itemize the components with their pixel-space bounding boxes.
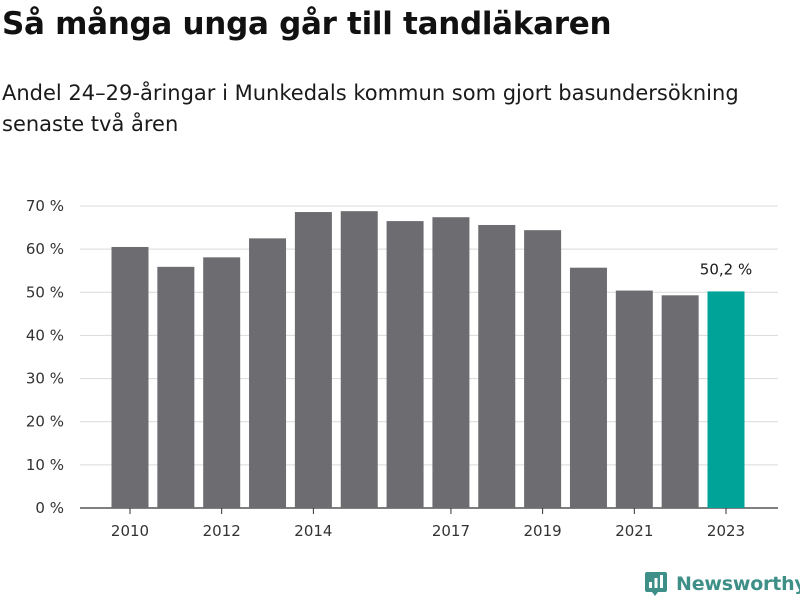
x-tick-label: 2010: [111, 522, 149, 540]
bar: [386, 221, 424, 508]
brand-name: Newsworthy: [676, 573, 800, 595]
y-tick-label: 50 %: [26, 283, 64, 301]
bar: [203, 257, 241, 508]
y-tick-label: 20 %: [26, 413, 64, 431]
x-tick-label: 2021: [615, 522, 653, 540]
bar: [340, 211, 378, 509]
bar: [432, 217, 470, 508]
y-tick-label: 70 %: [26, 197, 64, 215]
bar: [569, 267, 607, 508]
bar: [615, 290, 653, 508]
bar: [157, 266, 195, 508]
bar-highlight: [707, 291, 745, 508]
y-tick-label: 0 %: [35, 499, 64, 517]
y-tick-label: 60 %: [26, 240, 64, 258]
y-tick-label: 40 %: [26, 326, 64, 344]
bars: [111, 211, 745, 509]
newsworthy-logo-icon: [645, 572, 667, 596]
brand-logo: Newsworthy: [644, 570, 800, 598]
data-label: 50,2 %: [700, 260, 752, 278]
bar: [478, 224, 516, 509]
y-tick-label: 30 %: [26, 370, 64, 388]
x-tick-label: 2019: [524, 522, 562, 540]
bar: [294, 212, 332, 509]
x-tick-label: 2017: [432, 522, 470, 540]
y-tick-label: 10 %: [26, 456, 64, 474]
chart-title: Så många unga går till tandläkaren: [2, 6, 612, 42]
bar: [524, 230, 562, 508]
tick-labels: 0 % 10 % 20 % 30 % 40 % 50 % 60 % 70 % 2010 2012 2…: [26, 197, 752, 540]
bar: [249, 238, 287, 508]
bar: [661, 295, 699, 508]
x-tick-label: 2012: [203, 522, 241, 540]
bar: [111, 246, 149, 508]
x-tick-label: 2023: [707, 522, 745, 540]
chart-subtitle: Andel 24–29-åringar i Munkedals kommun s…: [2, 81, 739, 136]
x-tick-label: 2014: [294, 522, 332, 540]
